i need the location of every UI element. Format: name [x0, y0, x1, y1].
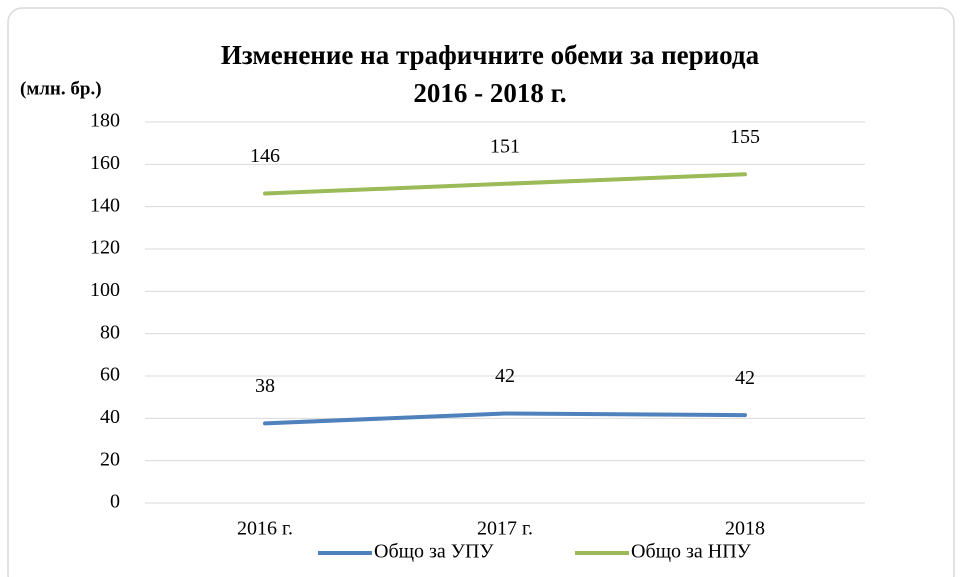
y-tick-label: 40	[100, 406, 120, 428]
y-tick-label: 80	[100, 321, 120, 343]
legend-label: Общо за НПУ	[631, 541, 752, 563]
chart-title: 2016 - 2018 г.	[413, 78, 566, 108]
y-tick-label: 100	[90, 279, 120, 301]
legend-label: Общо за УПУ	[374, 541, 494, 563]
x-tick-label: 2017 г.	[477, 518, 533, 540]
y-tick-label: 140	[90, 194, 120, 216]
chart-frame	[7, 7, 955, 577]
x-tick-label: 2018	[725, 518, 765, 540]
y-tick-label: 180	[90, 110, 120, 132]
series-line	[263, 172, 747, 196]
data-label: 151	[490, 135, 520, 157]
data-label: 42	[735, 367, 755, 389]
chart-title: Изменение на трафичните обеми за периода	[221, 40, 760, 70]
y-tick-label: 20	[100, 448, 120, 470]
x-tick-label: 2016 г.	[237, 518, 293, 540]
y-tick-label: 60	[100, 364, 120, 386]
series-line	[263, 411, 747, 426]
y-tick-label: 120	[90, 237, 120, 259]
y-axis-label: (млн. бр.)	[20, 78, 102, 99]
data-label: 155	[730, 126, 760, 148]
y-tick-label: 0	[110, 491, 120, 513]
data-label: 38	[255, 375, 275, 397]
y-tick-label: 160	[90, 152, 120, 174]
data-label: 42	[495, 365, 515, 387]
data-label: 146	[250, 145, 280, 167]
